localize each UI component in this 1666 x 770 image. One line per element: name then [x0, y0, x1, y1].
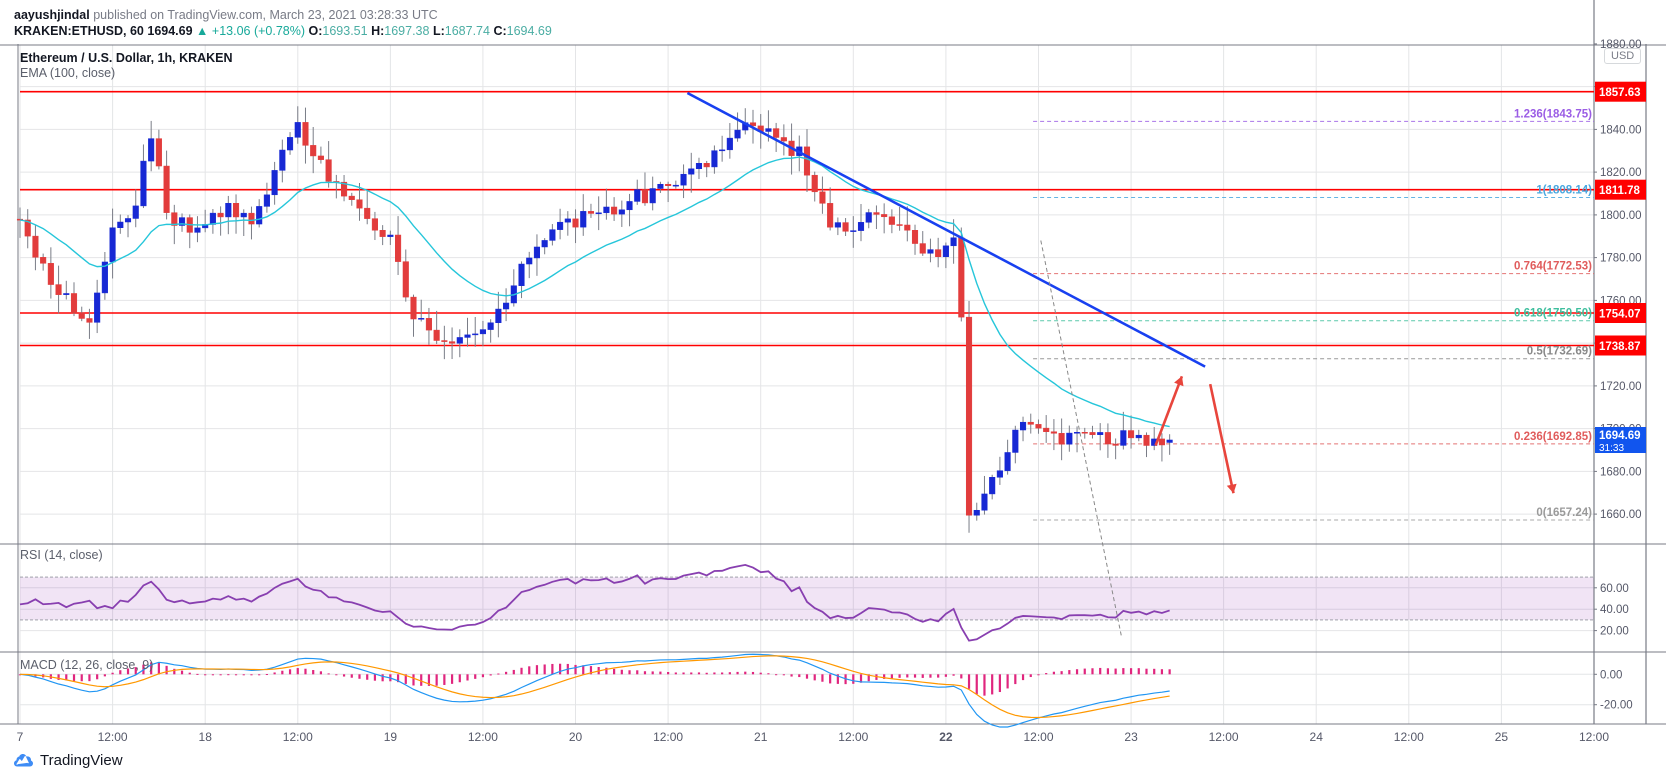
svg-text:31:33: 31:33 — [1599, 443, 1624, 454]
svg-text:0.236(1692.85): 0.236(1692.85) — [1514, 431, 1592, 443]
svg-text:12:00: 12:00 — [468, 730, 498, 744]
svg-text:1720.00: 1720.00 — [1600, 381, 1642, 393]
svg-text:0.764(1772.53): 0.764(1772.53) — [1514, 261, 1592, 273]
svg-text:12:00: 12:00 — [653, 730, 683, 744]
svg-text:1754.07: 1754.07 — [1599, 309, 1641, 321]
svg-text:20.00: 20.00 — [1600, 626, 1629, 638]
svg-text:1800.00: 1800.00 — [1600, 210, 1642, 222]
svg-text:12:00: 12:00 — [1209, 730, 1239, 744]
svg-text:0.618(1750.50): 0.618(1750.50) — [1514, 308, 1592, 320]
svg-text:1840.00: 1840.00 — [1600, 124, 1642, 136]
svg-text:1694.69: 1694.69 — [1599, 430, 1641, 442]
svg-text:21: 21 — [754, 730, 768, 744]
svg-text:12:00: 12:00 — [1579, 730, 1609, 744]
svg-text:0(1657.24): 0(1657.24) — [1536, 507, 1592, 519]
svg-text:12:00: 12:00 — [1394, 730, 1424, 744]
svg-text:1857.63: 1857.63 — [1599, 87, 1641, 99]
svg-text:12:00: 12:00 — [98, 730, 128, 744]
svg-text:1(1808.14): 1(1808.14) — [1536, 185, 1592, 197]
svg-text:1738.87: 1738.87 — [1599, 341, 1641, 353]
svg-text:1780.00: 1780.00 — [1600, 253, 1642, 265]
svg-text:25: 25 — [1495, 730, 1509, 744]
svg-text:60.00: 60.00 — [1600, 583, 1629, 595]
svg-text:0.00: 0.00 — [1600, 669, 1622, 681]
svg-text:1820.00: 1820.00 — [1600, 167, 1642, 179]
svg-text:18: 18 — [199, 730, 213, 744]
svg-text:0.5(1732.69): 0.5(1732.69) — [1527, 346, 1592, 358]
svg-text:-20.00: -20.00 — [1600, 700, 1633, 712]
svg-text:22: 22 — [939, 730, 953, 744]
svg-text:40.00: 40.00 — [1600, 604, 1629, 616]
svg-text:12:00: 12:00 — [283, 730, 313, 744]
svg-text:1680.00: 1680.00 — [1600, 466, 1642, 478]
svg-text:12:00: 12:00 — [838, 730, 868, 744]
svg-text:23: 23 — [1124, 730, 1138, 744]
svg-text:19: 19 — [384, 730, 398, 744]
svg-text:24: 24 — [1310, 730, 1324, 744]
svg-text:20: 20 — [569, 730, 583, 744]
svg-text:12:00: 12:00 — [1023, 730, 1053, 744]
svg-text:1660.00: 1660.00 — [1600, 509, 1642, 521]
svg-text:1811.78: 1811.78 — [1599, 185, 1641, 197]
svg-text:1.236(1843.75): 1.236(1843.75) — [1514, 108, 1592, 120]
svg-text:7: 7 — [17, 730, 24, 744]
